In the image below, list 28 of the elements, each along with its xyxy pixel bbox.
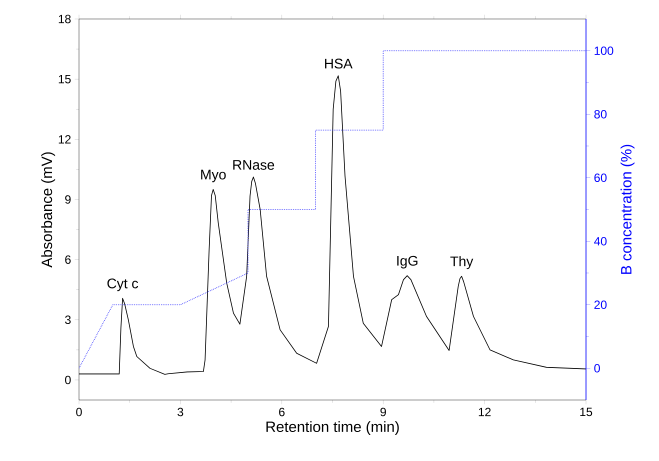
x-tick-label: 12 [478,408,491,416]
y-tick-label: 15 [58,74,71,84]
y-axis-title: Absorbance (mV) [41,152,56,268]
y2-tick-label: 60 [594,174,607,182]
x-tick-label: 6 [279,408,285,416]
x-tick-label: 0 [76,408,82,416]
y2-tick-label: 20 [594,300,607,309]
y-tick-label: 0 [65,376,71,384]
annotation: HSA [325,58,353,69]
annotation: RNase [233,160,274,170]
y2-tick-label: 80 [594,110,607,118]
y-tick-label: 9 [65,195,71,204]
annotation: Thy [450,256,474,270]
y2-tick-label: 100 [594,46,614,55]
y2-tick-label: 40 [594,237,607,246]
annotation: Cyt c [107,278,138,292]
y-tick-label: 12 [58,135,71,144]
x-tick-label: 9 [380,408,386,416]
x-tick-label: 3 [178,408,184,416]
y2-tick-label: 0 [594,364,600,372]
y-tick-label: 3 [65,316,71,324]
y2-axis-title: B concentration (%) [620,144,634,274]
y-tick-label: 6 [65,255,71,264]
annotation: IgG [397,256,418,268]
y-tick-label: 18 [58,14,71,24]
x-tick-label: 15 [580,408,592,416]
annotation: Myo [201,170,226,182]
x-axis-title: Retention time (min) [266,421,399,435]
